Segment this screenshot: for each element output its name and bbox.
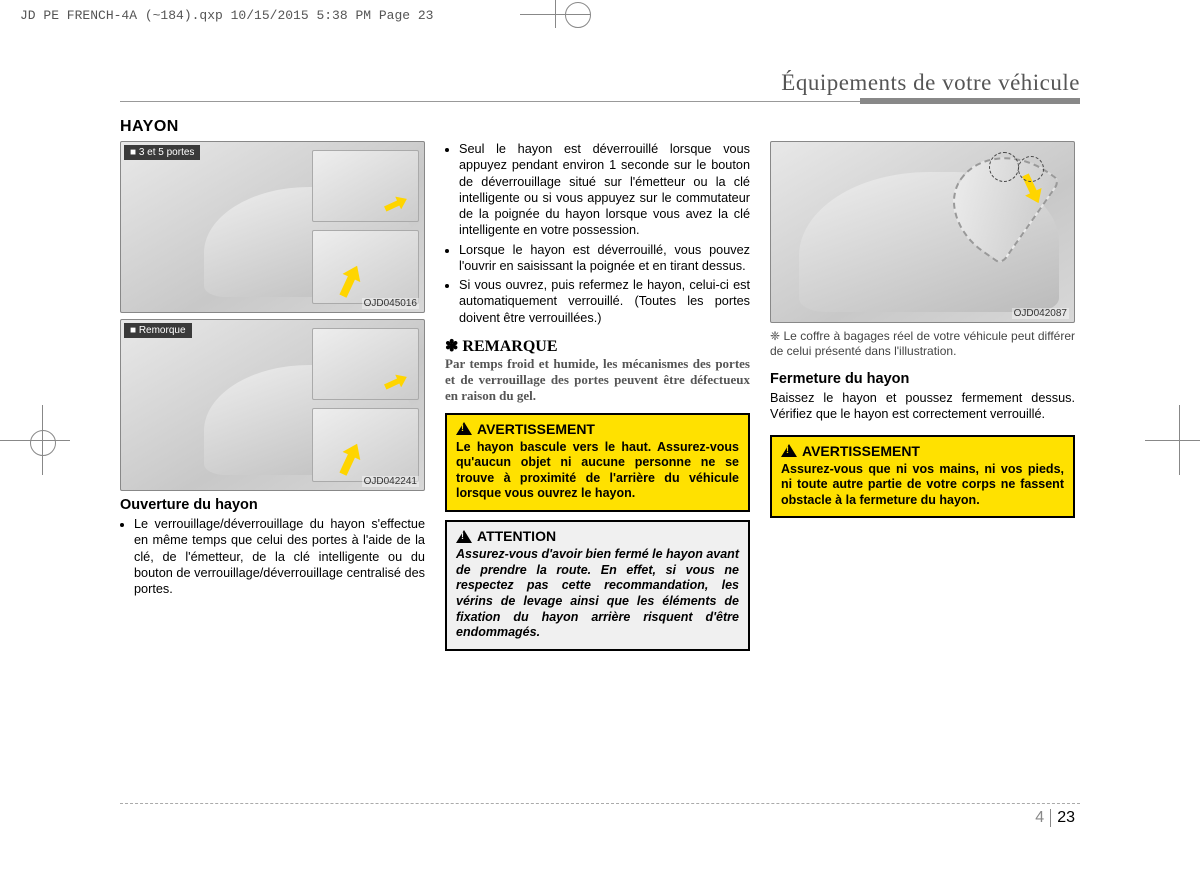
warning-box-hayon-close: AVERTISSEMENT Assurez-vous que ni vos ma… [770,435,1075,519]
cropmark [565,2,591,28]
column-3: OJD042087 ❈ Le coffre à bagages réel de … [770,141,1075,651]
figure-label: ■ Remorque [124,323,192,338]
figure-3-5-doors: ■ 3 et 5 portes OJD045016 [120,141,425,313]
warning-body: Le hayon bascule vers le haut. Assurez-v… [456,440,739,503]
chapter-title: Équipements de votre véhicule [120,70,1080,96]
column-2: Seul le hayon est déverrouillé lorsque v… [445,141,750,651]
cropmark [30,430,56,456]
caution-box: ATTENTION Assurez-vous d'avoir bien ferm… [445,520,750,651]
proof-header: JD PE FRENCH-4A (~184).qxp 10/15/2015 5:… [20,8,433,23]
list-item: Le verrouillage/déverrouillage du hayon … [134,516,425,597]
figure-code: OJD042087 [1012,308,1069,319]
column-1: ■ 3 et 5 portes OJD045016 ■ Remorque [120,141,425,651]
warning-body: Assurez-vous que ni vos mains, ni vos pi… [781,462,1064,509]
cropmark [1145,440,1200,441]
warning-title: AVERTISSEMENT [477,421,595,437]
chapter-number: 4 [1035,809,1044,827]
caution-icon [456,530,472,543]
section-title: HAYON [120,118,1080,136]
body-bullets: Seul le hayon est déverrouillé lorsque v… [445,141,750,326]
figure-coffre: OJD042087 [770,141,1075,323]
subhead-ouverture: Ouverture du hayon [120,497,425,513]
list-item: Seul le hayon est déverrouillé lorsque v… [459,141,750,239]
body-ouverture: Le verrouillage/déverrouillage du hayon … [120,516,425,597]
figure-code: OJD042241 [362,476,419,487]
page-num: 23 [1057,809,1075,827]
cropmark [1179,405,1180,475]
remarque-title: ✽ REMARQUE [445,336,750,356]
cropmark [555,0,556,28]
body-fermeture: Baissez le hayon et poussez fermement de… [770,390,1075,423]
page-number: 4 23 [1035,809,1075,827]
warning-box-hayon-open: AVERTISSEMENT Le hayon bascule vers le h… [445,413,750,513]
caution-title: ATTENTION [477,528,556,544]
figure-label: ■ 3 et 5 portes [124,145,200,160]
cropmark [42,405,43,475]
warning-title: AVERTISSEMENT [802,443,920,459]
warning-icon [456,422,472,435]
caution-body: Assurez-vous d'avoir bien fermé le hayon… [456,547,739,641]
warning-icon [781,444,797,457]
list-item: Si vous ouvrez, puis refermez le hayon, … [459,277,750,326]
list-item: Lorsque le hayon est déverrouillé, vous … [459,242,750,275]
footer-rule [120,803,1080,804]
title-rule [120,98,1080,104]
remarque-body: Par temps froid et humide, les mécanisme… [445,356,750,405]
page-content: Équipements de votre véhicule HAYON ■ 3 … [120,70,1080,830]
subhead-fermeture: Fermeture du hayon [770,371,1075,387]
figure-remorque: ■ Remorque OJD042241 [120,319,425,491]
illustration-note: ❈ Le coffre à bagages réel de votre véhi… [770,329,1075,359]
figure-code: OJD045016 [362,298,419,309]
